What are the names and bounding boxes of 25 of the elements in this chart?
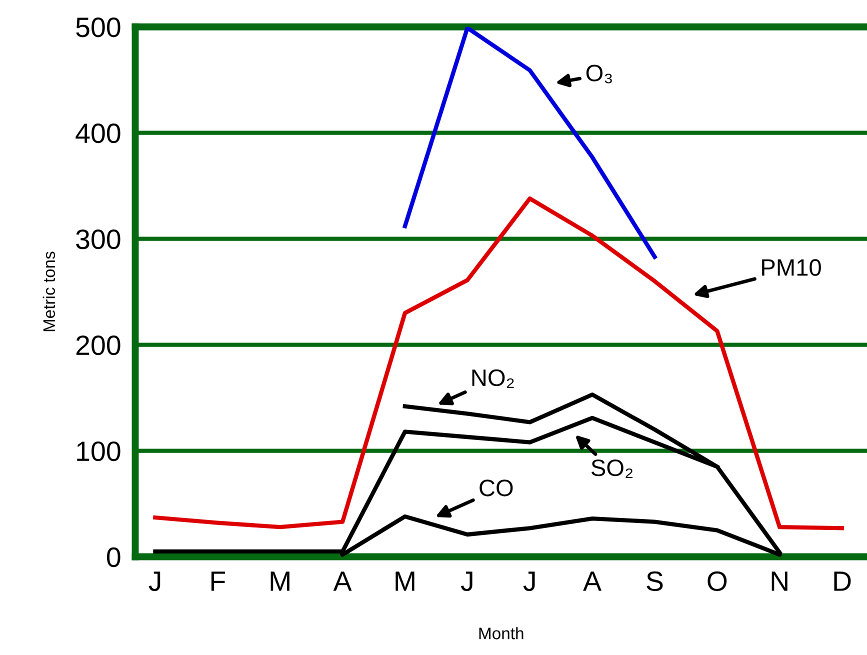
x-tick-label: J — [148, 572, 160, 592]
annotation: PM10 — [762, 259, 821, 276]
annotation: O₃ — [586, 64, 612, 84]
y-tick-label: 400 — [76, 124, 120, 144]
y-tick-label: 200 — [76, 335, 120, 356]
x-tick-label: S — [646, 571, 663, 592]
annotation: NO₂ — [472, 369, 514, 388]
x-tick-label: M — [270, 572, 290, 591]
x-tick-label: A — [333, 572, 352, 591]
y-tick-label: 100 — [77, 441, 120, 462]
annotation: CO — [480, 480, 513, 496]
y-tick-label: 300 — [76, 229, 120, 250]
x-axis-title: Month — [479, 627, 524, 640]
x-tick-label: D — [834, 572, 851, 591]
y-axis-title: Metric tons — [42, 252, 56, 332]
x-tick-label: M — [396, 572, 414, 591]
x-tick-label: N — [772, 572, 788, 591]
x-tick-label: F — [211, 572, 226, 591]
x-tick-label: A — [583, 572, 602, 591]
annotation: SO₂ — [591, 459, 633, 478]
y-tick-label: 0 — [107, 547, 120, 568]
x-tick-label: J — [460, 572, 472, 592]
x-tick-label: O — [708, 571, 727, 592]
y-tick-label: 500 — [76, 18, 120, 38]
x-tick-label: J — [523, 572, 535, 592]
